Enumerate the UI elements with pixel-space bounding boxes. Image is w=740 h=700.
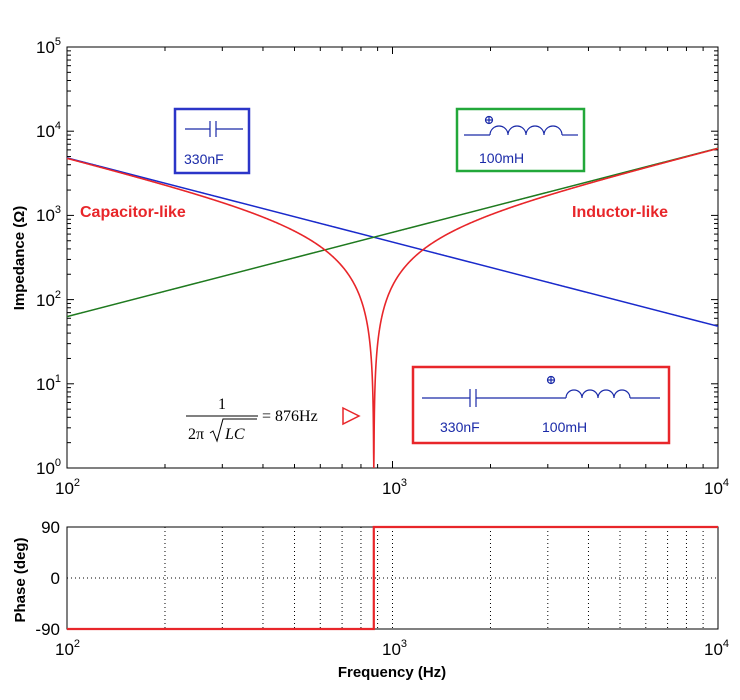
phase-y-tick-neg90: -90 xyxy=(35,620,60,639)
phase-y-tick-90: 90 xyxy=(41,518,60,537)
series-capacitor-label: 330nF xyxy=(440,419,480,435)
capacitor-component-box: 330nF xyxy=(173,107,251,175)
series-inductor-label: 100mH xyxy=(542,419,587,435)
phase-line xyxy=(67,525,718,631)
phase-plot: 90 0 -90 102 103 104 Phase (deg) Frequen… xyxy=(12,518,729,681)
inductor-symbol xyxy=(464,115,578,136)
capacitor-box-frame xyxy=(173,107,251,175)
capacitor-symbol xyxy=(185,121,243,137)
formula-numerator: 1 xyxy=(218,396,226,413)
series-lc-impedance-line xyxy=(66,147,719,469)
formula-den-radicand: LC xyxy=(224,426,245,443)
phase-x-tick-1e3: 103 xyxy=(382,638,407,659)
y-tick-label-1e2: 102 xyxy=(36,289,61,310)
phase-x-tick-labels: 102 103 104 xyxy=(55,638,729,659)
capacitor-like-annotation: Capacitor-like xyxy=(80,204,186,221)
x-tick-label-1e3: 103 xyxy=(382,477,407,498)
phase-x-tick-1e2: 102 xyxy=(55,638,80,659)
series-lc-box-frame xyxy=(411,365,671,445)
phase-y-tick-0: 0 xyxy=(51,569,60,588)
phase-grid xyxy=(67,527,718,629)
y-tick-label-1e1: 101 xyxy=(36,373,61,394)
series-lc-symbol xyxy=(422,375,660,407)
capacitor-impedance-line xyxy=(66,157,719,327)
phase-x-tick-1e4: 104 xyxy=(704,638,729,659)
y-tick-label-1e5: 105 xyxy=(36,36,61,57)
impedance-x-tick-labels: 102 103 104 xyxy=(55,477,729,498)
x-tick-label-1e4: 104 xyxy=(704,477,729,498)
x-tick-label-1e2: 102 xyxy=(55,477,80,498)
phase-y-axis-label: Phase (deg) xyxy=(12,537,29,622)
inductor-impedance-line xyxy=(66,147,719,318)
formula-den-prefix: 2π xyxy=(188,426,204,443)
y-tick-label-1e4: 104 xyxy=(36,120,61,141)
impedance-y-tick-labels: 100 101 102 103 104 105 xyxy=(36,36,61,478)
formula-result: = 876Hz xyxy=(262,408,318,425)
phase-y-tick-labels: 90 0 -90 xyxy=(35,518,60,639)
resonance-pointer-icon xyxy=(342,406,361,426)
impedance-y-axis-label: Impedance (Ω) xyxy=(11,206,28,311)
impedance-minor-ticks xyxy=(66,47,718,469)
formula-sqrt-sign xyxy=(209,418,257,443)
capacitor-value-label: 330nF xyxy=(184,151,224,167)
inductor-like-annotation: Inductor-like xyxy=(572,204,668,221)
inductor-value-label: 100mH xyxy=(479,150,524,166)
inductor-box-frame xyxy=(455,107,586,173)
impedance-plot: 100 101 102 103 104 105 102 103 104 Impe… xyxy=(11,36,729,498)
phase-axes-frame xyxy=(66,526,719,630)
inductor-component-box: 100mH xyxy=(455,107,586,173)
resonance-formula: 1 2π LC = 876Hz xyxy=(186,396,361,443)
frequency-x-axis-label: Frequency (Hz) xyxy=(338,664,446,681)
y-tick-label-1e0: 100 xyxy=(36,457,61,478)
y-tick-label-1e3: 103 xyxy=(36,204,61,225)
series-lc-component-box: 330nF 100mH xyxy=(411,365,671,445)
